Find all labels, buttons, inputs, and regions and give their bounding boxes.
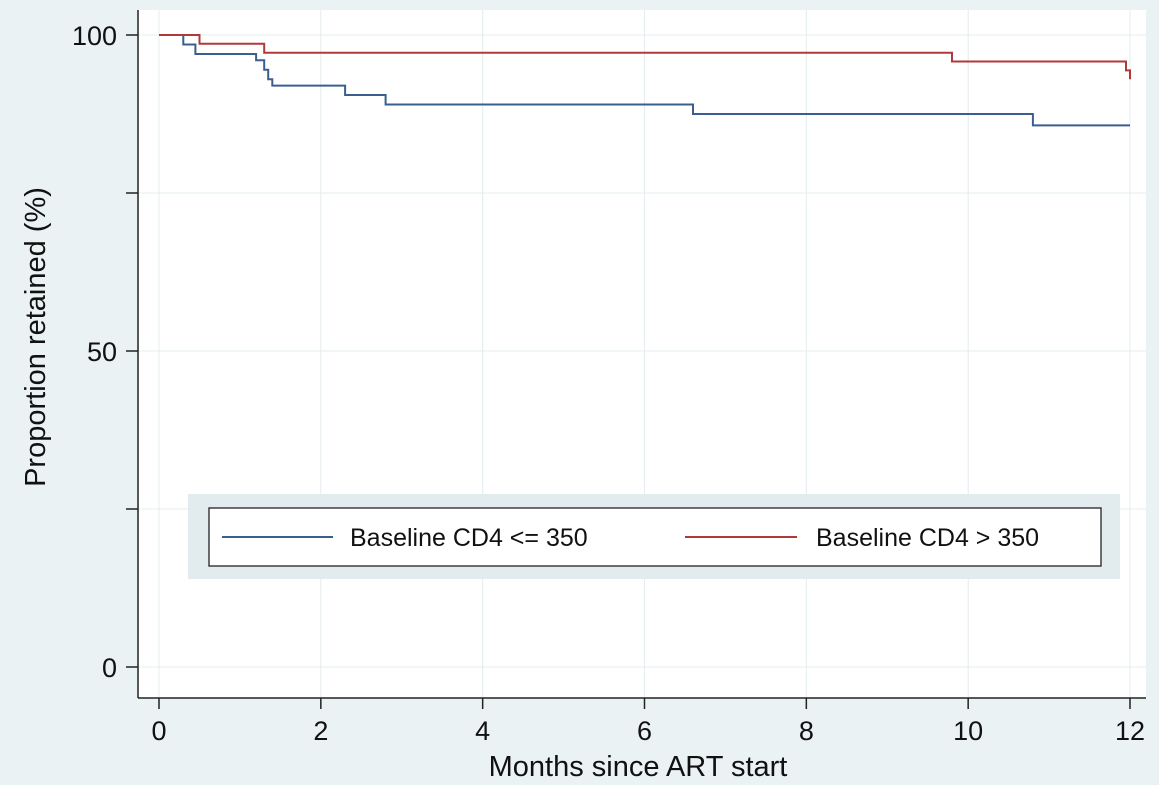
legend-label-cd4-high: Baseline CD4 > 350: [816, 524, 1039, 552]
x-axis-title: Months since ART start: [489, 751, 788, 783]
x-tick-label: 0: [151, 716, 166, 746]
x-axis-ticks: 0 2 4 6 8 10 12: [151, 698, 1145, 746]
x-tick-label: 2: [313, 716, 328, 746]
y-tick-label: 100: [72, 21, 117, 51]
plot-area: [138, 10, 1146, 698]
gridlines: [138, 10, 1146, 698]
y-axis-ticks: 0 50 100: [72, 21, 138, 683]
x-tick-label: 12: [1115, 716, 1145, 746]
y-tick-label: 0: [102, 653, 117, 683]
legend-box: [208, 507, 1102, 567]
x-tick-label: 4: [475, 716, 490, 746]
data-series: [159, 34, 1131, 127]
y-tick-label: 50: [87, 337, 117, 367]
series-line-0: [159, 34, 1130, 127]
series-line-1: [159, 34, 1131, 80]
x-tick-label: 8: [799, 716, 814, 746]
x-tick-label: 10: [953, 716, 983, 746]
legend: Baseline CD4 <= 350 Baseline CD4 > 350: [188, 494, 1120, 579]
legend-label-cd4-low: Baseline CD4 <= 350: [350, 524, 588, 552]
x-tick-label: 6: [637, 716, 652, 746]
y-axis-title: Proportion retained (%): [20, 187, 52, 487]
